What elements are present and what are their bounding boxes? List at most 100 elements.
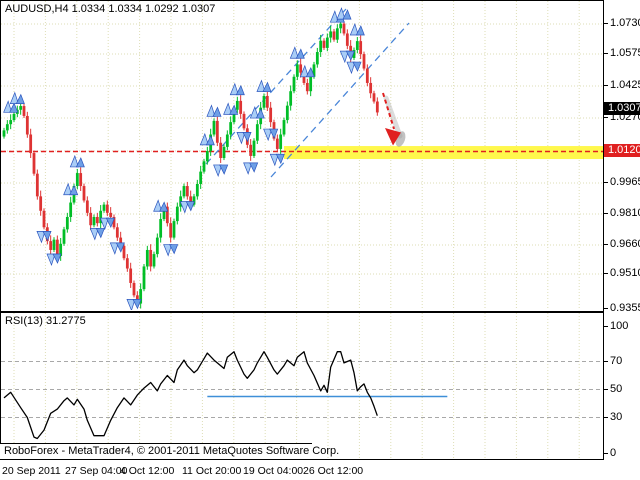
copyright-text: RoboForex - MetaTrader4, © 2001-2011 Met… — [4, 445, 340, 457]
fractal-up-icon — [9, 91, 25, 104]
price-tick-label: 0.9965 — [604, 176, 640, 188]
rsi-line — [3, 351, 378, 440]
down-candle — [269, 107, 273, 123]
up-candle — [232, 109, 236, 123]
up-candle — [175, 206, 179, 222]
fractal-down-icon — [339, 50, 355, 64]
up-candle — [329, 31, 333, 38]
rsi-scale-label: 30 — [603, 411, 623, 423]
time-axis: 20 Sep 2011 27 Sep 04:00 4 Oct 12:00 11 … — [0, 462, 640, 480]
fractal-up-icon — [69, 154, 85, 168]
fractal-down-icon — [263, 128, 279, 142]
up-candle — [19, 106, 23, 110]
price-tick-label: 1.0575 — [604, 47, 640, 59]
up-candle — [142, 266, 146, 290]
rsi-pane[interactable]: RSI(13) 31.2775 — [0, 312, 604, 460]
up-candle — [62, 229, 66, 244]
time-label: 27 Sep 04:00 — [65, 465, 128, 477]
up-candle — [9, 120, 13, 125]
down-candle — [299, 64, 303, 73]
main-grid — [1, 1, 603, 310]
down-candle — [55, 239, 59, 256]
target-price-badge: 1.0120 — [604, 144, 640, 157]
trend-channel-line — [270, 22, 410, 178]
price-tick-label: 1.0730 — [604, 17, 640, 29]
up-candle — [339, 23, 343, 29]
up-candle — [252, 140, 256, 156]
fractal-down-icon — [346, 61, 362, 75]
fractal-markers — [3, 7, 365, 310]
down-candle — [125, 258, 129, 269]
up-candle — [195, 183, 199, 197]
down-candle — [95, 216, 99, 224]
fractal-down-icon — [179, 201, 195, 214]
up-candle — [212, 120, 216, 135]
up-candle — [225, 134, 229, 147]
copyright-bar: RoboForex - MetaTrader4, © 2001-2011 Met… — [0, 443, 339, 459]
down-candle — [305, 82, 309, 92]
price-tick-label: 0.9355 — [604, 302, 640, 314]
down-candle — [249, 144, 253, 156]
up-candle — [2, 130, 6, 137]
down-candle — [79, 173, 83, 187]
fractal-up-icon — [206, 104, 222, 117]
down-candle — [185, 186, 189, 197]
down-candle — [25, 115, 29, 135]
down-candle — [219, 142, 223, 159]
up-candle — [315, 52, 319, 65]
down-candle — [115, 227, 119, 238]
up-candle — [309, 76, 313, 92]
up-candle — [335, 28, 339, 40]
up-candle — [102, 204, 106, 211]
fractal-up-icon — [199, 132, 215, 146]
bid-price-badge: 1.0307 — [604, 102, 640, 115]
down-candle — [365, 68, 369, 83]
fractal-up-icon — [349, 22, 365, 36]
down-candle — [105, 204, 109, 213]
down-candle — [85, 200, 89, 213]
up-candle — [65, 216, 69, 230]
up-candle — [255, 124, 259, 141]
up-candle — [205, 151, 209, 162]
down-candle — [359, 41, 363, 55]
down-candle — [119, 237, 123, 246]
up-candle — [282, 120, 286, 135]
candlestick-series — [2, 17, 379, 309]
up-candle — [262, 95, 266, 108]
up-candle — [159, 219, 163, 238]
down-candle — [275, 138, 279, 149]
up-candle — [222, 146, 226, 159]
fractal-down-icon — [236, 132, 252, 145]
fractal-up-icon — [3, 100, 19, 113]
down-candle — [49, 241, 53, 250]
down-candle — [242, 113, 246, 129]
up-candle — [5, 124, 9, 131]
up-candle — [279, 134, 283, 149]
down-candle — [189, 196, 193, 205]
up-candle — [192, 196, 196, 205]
up-candle — [325, 37, 329, 48]
fractal-up-icon — [249, 106, 265, 119]
rsi-scale-label: 50 — [603, 383, 623, 395]
up-candle — [52, 239, 56, 250]
rsi-scale-label: 100 — [603, 320, 629, 332]
fractal-up-icon — [63, 182, 79, 196]
down-candle — [332, 31, 336, 40]
fractal-down-icon — [46, 253, 62, 267]
up-candle — [202, 161, 206, 172]
up-candle — [99, 210, 103, 224]
main-chart-pane[interactable]: AUDUSD,H4 1.0334 1.0334 1.0292 1.0307 — [0, 0, 604, 312]
up-candle — [295, 64, 299, 77]
up-candle — [199, 171, 203, 184]
rsi-indicator-label: RSI(13) 31.2775 — [5, 315, 86, 327]
down-candle — [372, 93, 376, 102]
up-candle — [312, 64, 316, 77]
down-candle — [32, 153, 36, 174]
down-candle — [322, 40, 326, 48]
time-label: 26 Oct 12:00 — [303, 465, 364, 477]
up-candle — [69, 202, 73, 217]
down-candle — [369, 82, 373, 94]
